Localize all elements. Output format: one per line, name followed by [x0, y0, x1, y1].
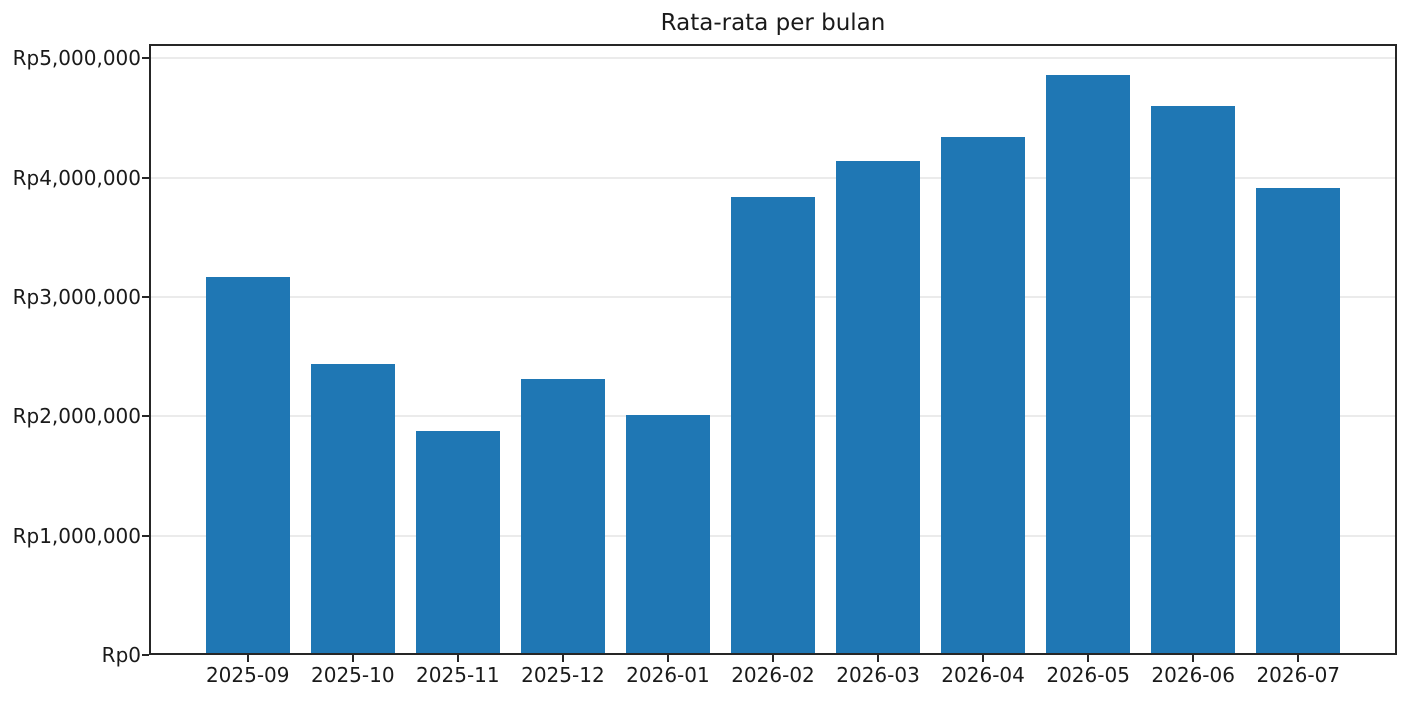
- x-tick-mark: [561, 655, 564, 662]
- bar-2025-12: [520, 379, 605, 655]
- bar-2025-11: [415, 430, 500, 655]
- x-tick-mark: [772, 655, 774, 662]
- y-tick-label: Rp3,000,000: [12, 284, 141, 309]
- chart-title: Rata-rata per bulan: [660, 10, 886, 36]
- y-tick-mark: [142, 534, 149, 537]
- bar-2026-01: [625, 415, 710, 655]
- x-tick-mark: [1297, 655, 1300, 662]
- y-tick-mark: [142, 176, 149, 179]
- gridline: [149, 57, 1397, 60]
- x-tick-mark: [246, 655, 249, 662]
- bar-2026-04: [941, 137, 1026, 655]
- bar-2026-05: [1046, 75, 1131, 655]
- x-tick-label: 2026-05: [1046, 663, 1130, 687]
- x-tick-label: 2025-12: [521, 663, 605, 687]
- x-tick-mark: [666, 655, 669, 662]
- bar-2025-09: [205, 276, 290, 655]
- bar-2025-10: [310, 363, 395, 655]
- bar-2026-07: [1256, 188, 1341, 655]
- y-tick-label: Rp1,000,000: [12, 523, 141, 548]
- plot-area: [149, 44, 1397, 655]
- x-tick-label: 2026-06: [1151, 663, 1235, 687]
- x-tick-label: 2026-04: [941, 663, 1025, 687]
- x-tick-mark: [877, 655, 880, 662]
- x-tick-mark: [982, 655, 985, 662]
- x-tick-label: 2025-11: [416, 663, 500, 687]
- bar-2026-02: [730, 196, 815, 655]
- bar-2026-03: [836, 160, 921, 655]
- bar-2026-06: [1151, 106, 1236, 655]
- x-tick-label: 2026-02: [731, 663, 815, 687]
- x-tick-label: 2026-03: [836, 663, 920, 687]
- y-tick-label: Rp4,000,000: [12, 165, 141, 190]
- y-tick-label: Rp0: [101, 643, 141, 667]
- x-tick-mark: [351, 655, 354, 662]
- x-tick-mark: [1087, 655, 1090, 662]
- x-tick-mark: [456, 655, 459, 662]
- y-tick-mark: [142, 654, 149, 656]
- x-tick-mark: [1192, 655, 1195, 662]
- y-tick-label: Rp5,000,000: [12, 46, 141, 71]
- y-tick-mark: [142, 295, 149, 298]
- gridline: [149, 176, 1397, 179]
- y-tick-label: Rp2,000,000: [12, 404, 141, 429]
- x-tick-label: 2026-01: [626, 663, 710, 687]
- y-tick-mark: [142, 57, 149, 60]
- x-tick-label: 2026-07: [1256, 663, 1341, 687]
- x-tick-label: 2025-09: [205, 663, 290, 687]
- x-tick-label: 2025-10: [311, 663, 395, 687]
- y-tick-mark: [142, 415, 149, 418]
